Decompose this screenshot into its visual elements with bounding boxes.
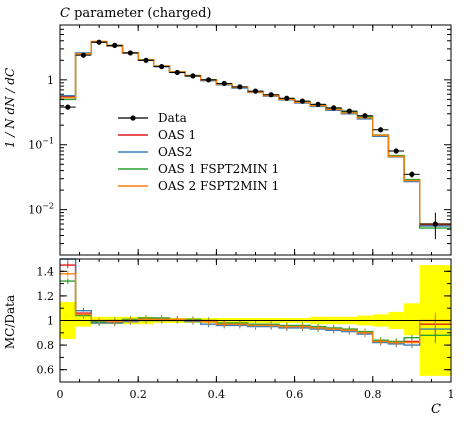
data-point: [315, 101, 321, 107]
data-point: [127, 50, 133, 56]
y-axis-label-bottom: MC/Data: [3, 295, 17, 349]
y-tick-label-bottom: 0.8: [37, 339, 55, 352]
main-panel-frame: [59, 24, 452, 256]
chart-title-text: parameter (charged): [70, 6, 212, 21]
legend-label-data: Data: [158, 111, 187, 125]
y-tick-label-top: 10−2: [28, 202, 54, 217]
data-point: [65, 104, 71, 110]
main-panel-series: [60, 40, 451, 229]
y-tick-label-bottom: 1.2: [37, 290, 55, 303]
data-point: [112, 42, 118, 48]
data-point: [237, 84, 243, 90]
ratio-line-2: [60, 258, 451, 346]
data-point: [393, 148, 399, 154]
ratio-panel-frame: [59, 258, 452, 383]
ratio-line-3: [60, 280, 451, 343]
legend-label-4: OAS 2 FSPT2MIN 1: [158, 179, 279, 193]
legend-label-1: OAS 1: [158, 128, 196, 142]
x-tick-label: 0.4: [208, 388, 226, 401]
y-tick-label-bottom: 1: [47, 315, 54, 328]
x-axis-label: C: [431, 402, 441, 417]
legend: Data OAS 1 OAS2 OAS 1 FSPT2MIN 1 OAS 2 FSPT2…: [118, 111, 279, 193]
data-point: [284, 95, 290, 101]
legend-label-3: OAS 1 FSPT2MIN 1: [158, 162, 279, 176]
x-tick-label: 0: [57, 388, 64, 401]
data-point: [80, 52, 87, 58]
x-tick-label: 0.6: [286, 388, 304, 401]
y-tick-label-top: 1: [47, 74, 54, 87]
chart-title-symbol: C: [60, 6, 70, 21]
data-point: [159, 63, 165, 70]
data-point: [331, 105, 337, 111]
data-point: [409, 171, 415, 177]
series-line-4: [60, 40, 451, 225]
ratio-panel-series: [60, 258, 451, 349]
data-point: [190, 73, 196, 79]
data-point: [268, 92, 274, 98]
ratio-line-1: [60, 264, 451, 344]
y-tick-label-bottom: 0.6: [37, 364, 55, 377]
y-axis-label-top: 1 / N dN / dC: [3, 68, 17, 148]
legend-marker-data: [130, 115, 136, 121]
x-tick-label: 0.8: [364, 388, 382, 401]
x-tick-label: 1: [448, 388, 455, 401]
series-line-1: [60, 41, 451, 226]
series-line-2: [60, 41, 451, 227]
data-point: [143, 57, 149, 63]
data-point: [96, 39, 102, 45]
y-tick-label-top: 10−1: [28, 137, 54, 152]
data-point: [299, 98, 306, 104]
data-point: [362, 113, 368, 119]
ratio-line-4: [60, 273, 451, 344]
data-point: [221, 80, 227, 87]
data-point: [205, 77, 212, 83]
data-point: [432, 221, 438, 227]
x-tick-label: 0.2: [129, 388, 147, 401]
data-point: [174, 69, 180, 76]
band-bin: [404, 303, 420, 336]
data-point: [378, 127, 384, 133]
data-point: [346, 108, 352, 114]
data-point: [252, 88, 259, 94]
main-panel-data-points: [60, 39, 451, 240]
chart-title: C parameter (charged): [60, 6, 212, 21]
legend-label-2: OAS2: [158, 145, 192, 159]
y-tick-label-bottom: 1.4: [37, 265, 55, 278]
